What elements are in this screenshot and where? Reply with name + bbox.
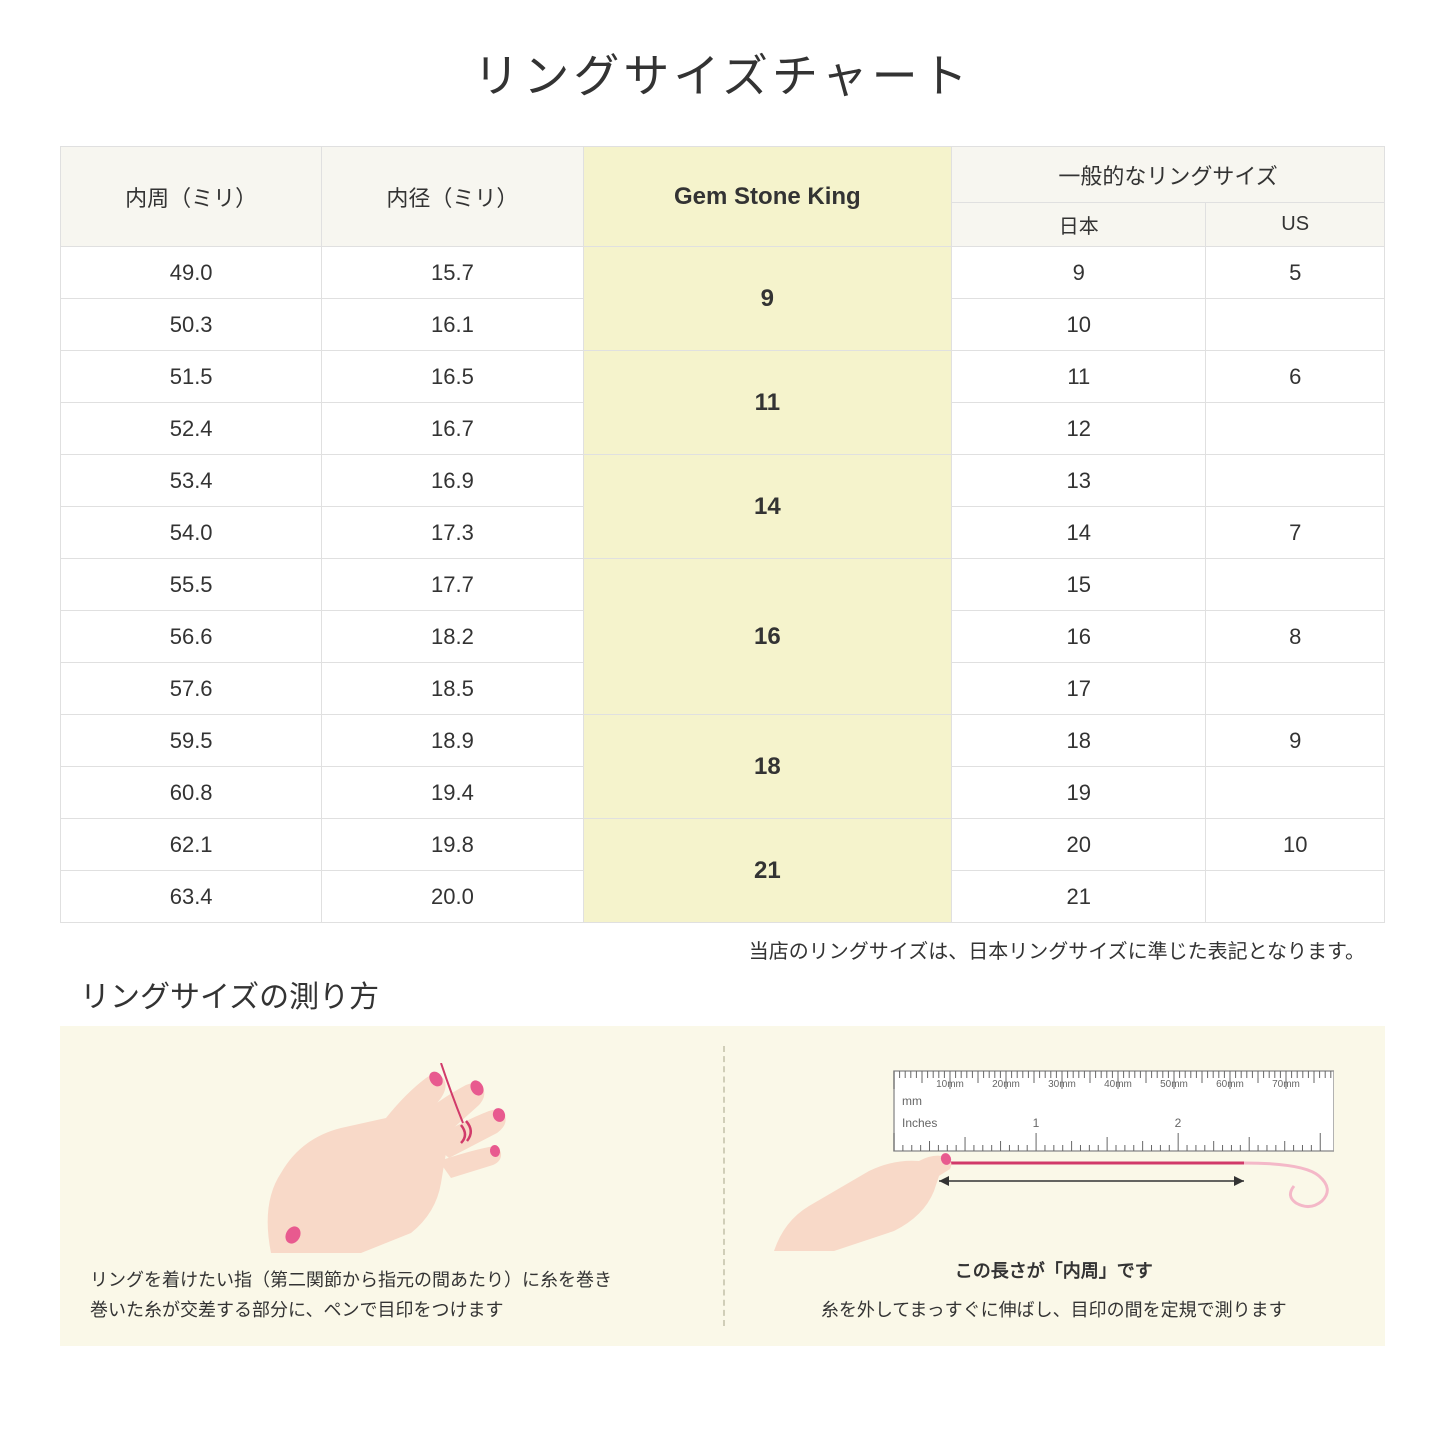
cell-diameter: 18.5 bbox=[322, 663, 583, 715]
cell-gsk: 14 bbox=[583, 455, 952, 559]
cell-gsk: 16 bbox=[583, 559, 952, 715]
table-row: 53.416.91413 bbox=[61, 455, 1385, 507]
ruler-illustration: 10mm 20mm 30mm 40mm 50mm 60mm 70mm mm In… bbox=[774, 1061, 1334, 1251]
cell-circumference: 60.8 bbox=[61, 767, 322, 819]
note-text: 当店のリングサイズは、日本リングサイズに準じた表記となります。 bbox=[60, 935, 1385, 964]
th-diameter: 内径（ミリ） bbox=[322, 147, 583, 247]
cell-circumference: 63.4 bbox=[61, 871, 322, 923]
cell-japan: 9 bbox=[952, 247, 1206, 299]
cell-us: 8 bbox=[1206, 611, 1385, 663]
cell-us: 6 bbox=[1206, 351, 1385, 403]
ring-size-table: 内周（ミリ） 内径（ミリ） Gem Stone King 一般的なリングサイズ … bbox=[60, 146, 1385, 923]
cell-diameter: 18.2 bbox=[322, 611, 583, 663]
table-row: 62.119.8212010 bbox=[61, 819, 1385, 871]
howto-step-2: 10mm 20mm 30mm 40mm 50mm 60mm 70mm mm In… bbox=[723, 1026, 1386, 1346]
cell-us bbox=[1206, 663, 1385, 715]
cell-us bbox=[1206, 299, 1385, 351]
cell-diameter: 16.1 bbox=[322, 299, 583, 351]
cell-gsk: 21 bbox=[583, 819, 952, 923]
cell-us bbox=[1206, 455, 1385, 507]
cell-japan: 14 bbox=[952, 507, 1206, 559]
cell-japan: 18 bbox=[952, 715, 1206, 767]
cell-us: 5 bbox=[1206, 247, 1385, 299]
cell-diameter: 20.0 bbox=[322, 871, 583, 923]
cell-circumference: 62.1 bbox=[61, 819, 322, 871]
cell-us bbox=[1206, 871, 1385, 923]
svg-text:40mm: 40mm bbox=[1104, 1079, 1132, 1090]
cell-diameter: 15.7 bbox=[322, 247, 583, 299]
howto-right-desc: 糸を外してまっすぐに伸ばし、目印の間を定規で測ります bbox=[753, 1295, 1356, 1326]
svg-text:2: 2 bbox=[1174, 1116, 1181, 1130]
howto-step-1: リングを着けたい指（第二関節から指元の間あたり）に糸を巻き巻いた糸が交差する部分… bbox=[60, 1026, 723, 1346]
svg-text:20mm: 20mm bbox=[992, 1079, 1020, 1090]
table-row: 59.518.918189 bbox=[61, 715, 1385, 767]
howto-panel: リングを着けたい指（第二関節から指元の間あたり）に糸を巻き巻いた糸が交差する部分… bbox=[60, 1026, 1385, 1346]
cell-diameter: 17.3 bbox=[322, 507, 583, 559]
cell-circumference: 52.4 bbox=[61, 403, 322, 455]
cell-gsk: 11 bbox=[583, 351, 952, 455]
cell-japan: 15 bbox=[952, 559, 1206, 611]
panel-divider bbox=[723, 1046, 725, 1326]
cell-gsk: 18 bbox=[583, 715, 952, 819]
page-title: リングサイズチャート bbox=[60, 40, 1385, 106]
cell-japan: 10 bbox=[952, 299, 1206, 351]
cell-circumference: 51.5 bbox=[61, 351, 322, 403]
cell-japan: 16 bbox=[952, 611, 1206, 663]
cell-japan: 12 bbox=[952, 403, 1206, 455]
cell-diameter: 19.8 bbox=[322, 819, 583, 871]
howto-title: リングサイズの測り方 bbox=[60, 972, 1385, 1016]
cell-us bbox=[1206, 559, 1385, 611]
svg-text:60mm: 60mm bbox=[1216, 1079, 1244, 1090]
table-row: 55.517.71615 bbox=[61, 559, 1385, 611]
cell-circumference: 55.5 bbox=[61, 559, 322, 611]
svg-text:mm: mm bbox=[902, 1094, 922, 1108]
svg-text:50mm: 50mm bbox=[1160, 1079, 1188, 1090]
cell-japan: 21 bbox=[952, 871, 1206, 923]
table-row: 49.015.7995 bbox=[61, 247, 1385, 299]
cell-diameter: 16.7 bbox=[322, 403, 583, 455]
cell-circumference: 56.6 bbox=[61, 611, 322, 663]
cell-circumference: 59.5 bbox=[61, 715, 322, 767]
svg-text:30mm: 30mm bbox=[1048, 1079, 1076, 1090]
cell-diameter: 19.4 bbox=[322, 767, 583, 819]
ruler-label: この長さが「内周」です bbox=[753, 1257, 1356, 1283]
cell-us: 9 bbox=[1206, 715, 1385, 767]
cell-diameter: 16.5 bbox=[322, 351, 583, 403]
hand-thread-illustration bbox=[211, 1063, 571, 1253]
cell-circumference: 53.4 bbox=[61, 455, 322, 507]
cell-japan: 20 bbox=[952, 819, 1206, 871]
cell-diameter: 16.9 bbox=[322, 455, 583, 507]
cell-japan: 13 bbox=[952, 455, 1206, 507]
cell-diameter: 17.7 bbox=[322, 559, 583, 611]
cell-circumference: 57.6 bbox=[61, 663, 322, 715]
cell-us bbox=[1206, 403, 1385, 455]
cell-japan: 11 bbox=[952, 351, 1206, 403]
th-gsk: Gem Stone King bbox=[583, 147, 952, 247]
svg-text:10mm: 10mm bbox=[936, 1079, 964, 1090]
cell-japan: 19 bbox=[952, 767, 1206, 819]
cell-japan: 17 bbox=[952, 663, 1206, 715]
cell-us: 7 bbox=[1206, 507, 1385, 559]
cell-us bbox=[1206, 767, 1385, 819]
cell-diameter: 18.9 bbox=[322, 715, 583, 767]
svg-text:1: 1 bbox=[1032, 1116, 1039, 1130]
th-common: 一般的なリングサイズ bbox=[952, 147, 1385, 203]
svg-text:Inches: Inches bbox=[902, 1116, 937, 1130]
howto-left-desc: リングを着けたい指（第二関節から指元の間あたり）に糸を巻き巻いた糸が交差する部分… bbox=[90, 1265, 693, 1326]
table-row: 51.516.511116 bbox=[61, 351, 1385, 403]
th-circumference: 内周（ミリ） bbox=[61, 147, 322, 247]
cell-circumference: 54.0 bbox=[61, 507, 322, 559]
th-us: US bbox=[1206, 203, 1385, 247]
cell-circumference: 50.3 bbox=[61, 299, 322, 351]
th-japan: 日本 bbox=[952, 203, 1206, 247]
cell-us: 10 bbox=[1206, 819, 1385, 871]
svg-text:70mm: 70mm bbox=[1272, 1079, 1300, 1090]
cell-circumference: 49.0 bbox=[61, 247, 322, 299]
cell-gsk: 9 bbox=[583, 247, 952, 351]
